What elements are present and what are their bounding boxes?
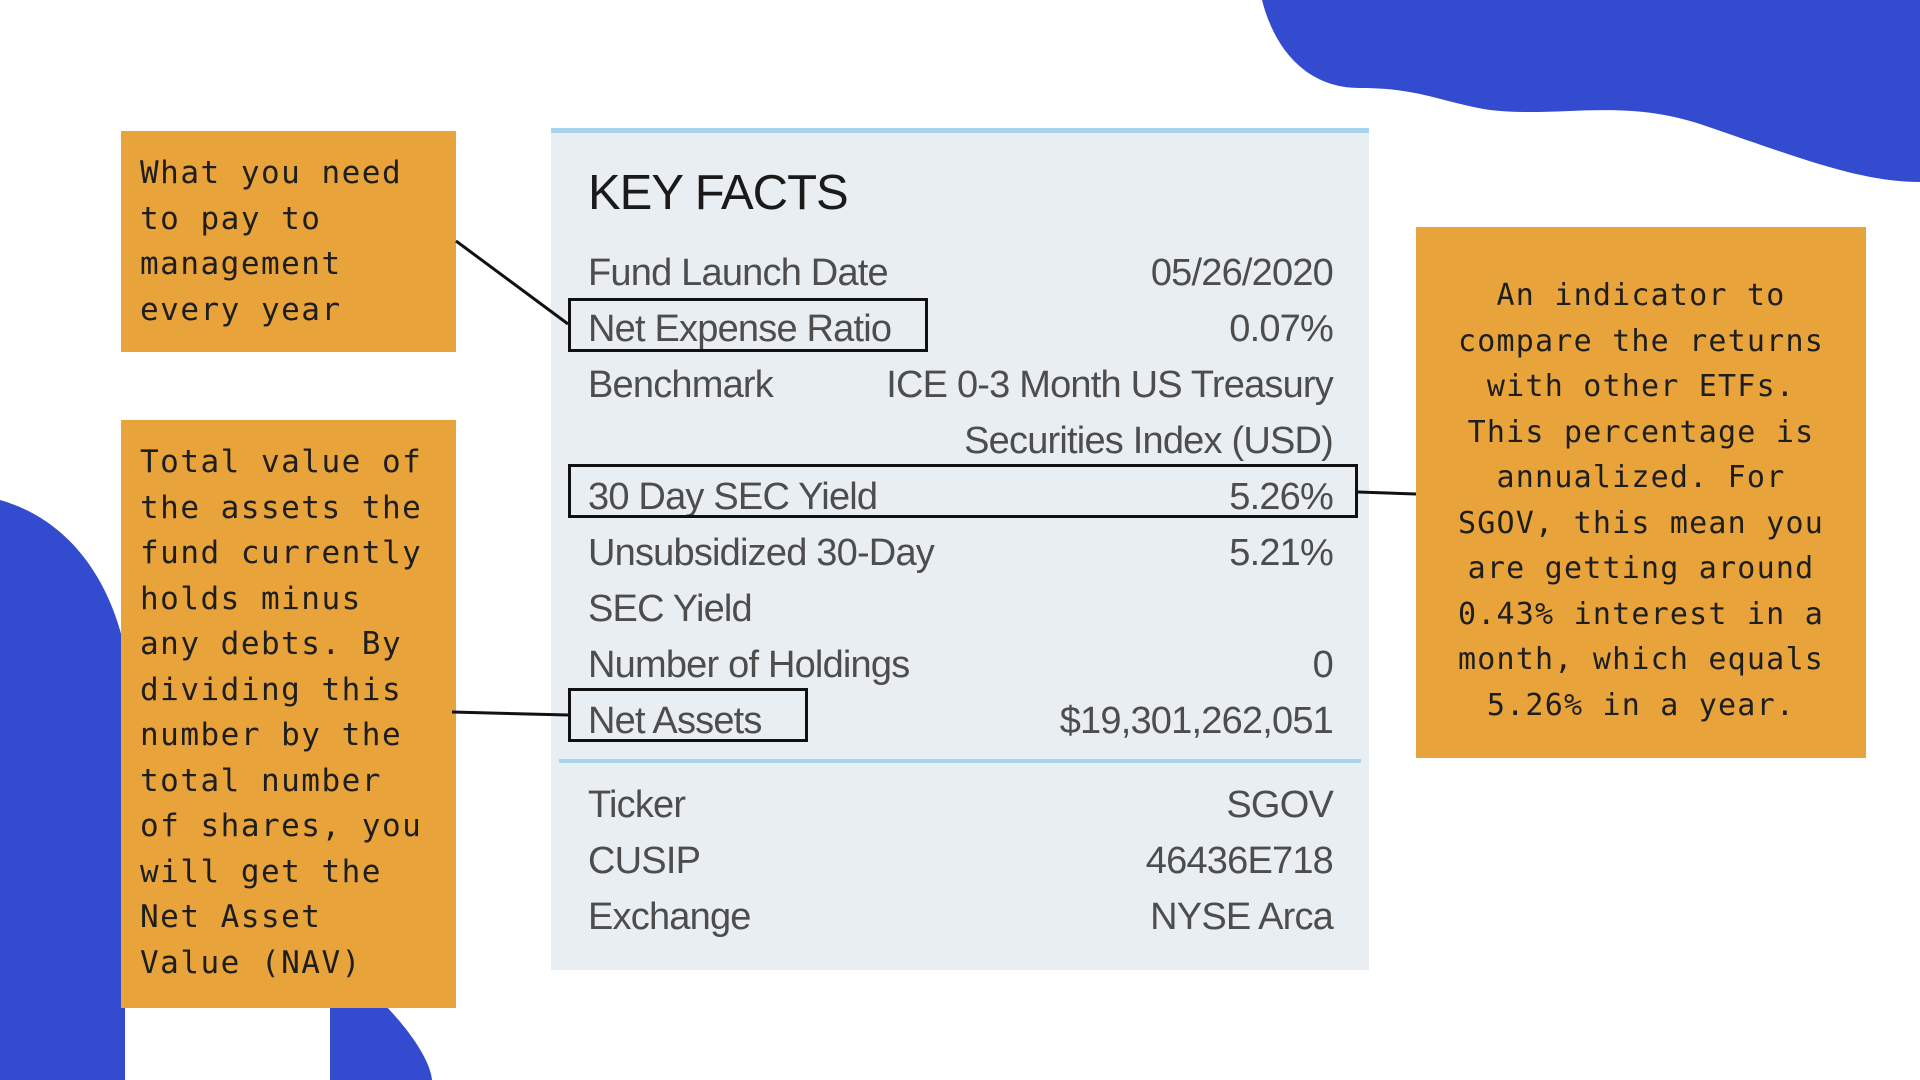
note-line: fund currently	[140, 535, 423, 571]
note-line: This percentage is	[1467, 414, 1815, 450]
note-line: Value (NAV)	[140, 944, 362, 981]
note-line: month, which equals	[1458, 642, 1824, 677]
fact-row-unsubsidized-yield-cont: SEC Yield	[588, 581, 1333, 637]
fact-label: 30 Day SEC Yield	[588, 476, 878, 518]
note-line: annualized. For	[1496, 460, 1786, 495]
id-value: 46436E718	[1145, 840, 1334, 882]
note-line: number by the	[140, 717, 403, 753]
fact-value: ICE 0-3 Month US Treasury	[886, 364, 1334, 406]
fact-label-continued: SEC Yield	[588, 588, 753, 630]
key-facts-card: KEY FACTS Fund Launch Date 05/26/2020 Ne…	[551, 128, 1369, 970]
fact-row-expense-ratio: Net Expense Ratio 0.07%	[588, 301, 1334, 357]
fact-value: 5.21%	[1229, 532, 1334, 574]
highlight-net-assets	[568, 688, 808, 742]
note-line: SGOV, this mean you	[1458, 505, 1824, 541]
fact-value-continued: Securities Index (USD)	[964, 420, 1334, 462]
note-line: every year	[140, 291, 342, 328]
note-net-assets: Total value of the assets the fund curre…	[121, 420, 456, 1008]
note-line: of shares, you	[140, 808, 423, 844]
highlight-sec-yield	[568, 464, 1358, 518]
note-line: the assets the	[140, 489, 423, 526]
key-facts-title: KEY FACTS	[588, 166, 849, 220]
note-line: 0.43% interest in a	[1458, 596, 1824, 632]
card-divider	[559, 759, 1361, 763]
note-line: Total value of	[140, 444, 423, 480]
top-right-blob	[1262, 0, 1920, 182]
id-label: Ticker	[588, 784, 686, 826]
note-line: 5.26% in a year.	[1486, 687, 1796, 723]
id-value: NYSE Arca	[1150, 896, 1334, 938]
id-value: SGOV	[1226, 784, 1333, 826]
note-line: compare the returns	[1458, 323, 1824, 359]
id-row-exchange: Exchange NYSE Arca	[588, 889, 1334, 945]
fact-label: Number of Holdings	[588, 644, 910, 686]
fact-label: Net Assets	[588, 700, 762, 742]
fact-label: Fund Launch Date	[588, 252, 889, 294]
id-row-cusip: CUSIP 46436E718	[588, 833, 1334, 889]
note-line: with other ETFs.	[1486, 369, 1796, 404]
bottom-center-blob	[330, 1000, 432, 1080]
id-label: Exchange	[588, 896, 751, 938]
note-line: Net Asset	[140, 899, 322, 935]
note-sec-yield: An indicator to compare the returns with…	[1416, 227, 1866, 758]
note-line: to pay to	[140, 200, 322, 237]
fact-label: Benchmark	[588, 364, 774, 406]
id-row-ticker: Ticker SGOV	[588, 777, 1334, 833]
note-line: are getting around	[1467, 551, 1815, 586]
note-line: management	[140, 246, 342, 282]
fact-value: 0.07%	[1229, 308, 1334, 350]
fact-row-launch-date: Fund Launch Date 05/26/2020	[588, 245, 1334, 301]
fact-label: Net Expense Ratio	[588, 308, 892, 350]
note-line: An indicator to	[1496, 278, 1786, 313]
fact-row-benchmark: Benchmark ICE 0-3 Month US Treasury	[588, 357, 1334, 413]
id-label: CUSIP	[588, 840, 701, 882]
fact-label: Unsubsidized 30-Day	[588, 532, 935, 574]
fact-value: 5.26%	[1229, 476, 1334, 518]
fact-row-unsubsidized-yield: Unsubsidized 30-Day 5.21%	[588, 525, 1334, 581]
note-line: What you need	[140, 155, 403, 191]
fact-row-sec-yield: 30 Day SEC Yield 5.26%	[588, 469, 1334, 525]
note-line: will get the	[140, 853, 382, 890]
fact-row-holdings: Number of Holdings 0	[588, 637, 1334, 693]
highlight-expense-ratio	[568, 298, 928, 352]
note-line: holds minus	[140, 580, 362, 617]
fact-value: 05/26/2020	[1150, 252, 1334, 294]
note-line: total number	[140, 762, 382, 799]
note-line: dividing this	[140, 671, 403, 708]
note-expense-ratio: What you need to pay to management every…	[121, 131, 456, 352]
fact-value: 0	[1312, 644, 1334, 686]
note-line: any debts. By	[140, 626, 403, 662]
bottom-left-blob	[0, 500, 125, 1080]
fact-row-benchmark-cont: Securities Index (USD)	[588, 413, 1334, 469]
fact-row-net-assets: Net Assets $19,301,262,051	[588, 693, 1334, 749]
fact-value: $19,301,262,051	[1059, 700, 1334, 742]
